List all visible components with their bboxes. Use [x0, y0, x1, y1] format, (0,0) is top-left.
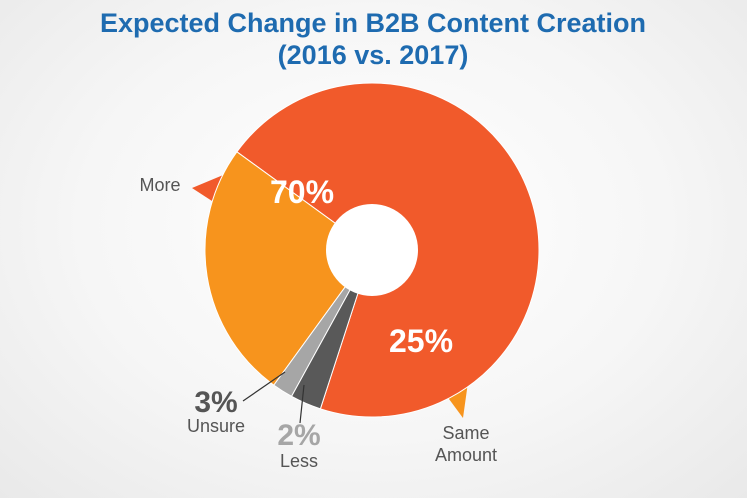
unsure-leader-line	[242, 371, 286, 402]
slice-label-same-amount-line2: Amount	[435, 445, 497, 465]
donut-hole	[326, 204, 418, 296]
slice-label-same-amount-pct: 25%	[389, 323, 453, 359]
slice-same-amount	[204, 151, 373, 386]
slice-label-unsure-pct: 3%	[194, 386, 237, 419]
chart-subtitle: (2016 vs. 2017)	[278, 40, 469, 70]
less-leader-line	[299, 384, 305, 424]
slice-label-more: More	[139, 175, 180, 195]
slice-label-less: Less	[280, 451, 318, 471]
slice-label-unsure: Unsure	[187, 416, 245, 436]
slice-label-less-pct: 2%	[277, 419, 320, 452]
chart-title: Expected Change in B2B Content Creation	[100, 8, 646, 38]
slice-label-more-pct: 70%	[270, 174, 334, 210]
slice-label-same-amount-line1: Same	[442, 423, 489, 443]
